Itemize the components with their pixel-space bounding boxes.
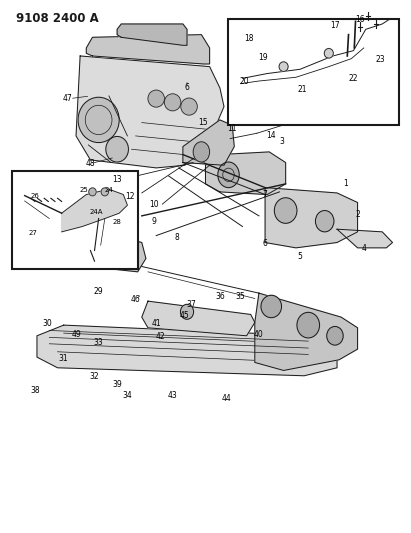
Text: 27: 27 (28, 230, 37, 236)
Ellipse shape (101, 188, 109, 196)
Text: 9108 2400 A: 9108 2400 A (16, 12, 99, 25)
Text: 25: 25 (80, 187, 89, 193)
Text: 29: 29 (94, 287, 104, 296)
Text: 41: 41 (151, 319, 161, 328)
Ellipse shape (181, 98, 197, 115)
Text: 33: 33 (94, 338, 104, 346)
Text: 47: 47 (63, 94, 73, 103)
Text: 32: 32 (90, 373, 99, 381)
Polygon shape (37, 325, 337, 376)
Text: 26: 26 (30, 192, 39, 199)
Text: 4: 4 (361, 245, 366, 253)
Text: 3: 3 (279, 137, 284, 146)
Text: 13: 13 (112, 175, 122, 184)
Text: 35: 35 (236, 293, 245, 301)
Text: 16: 16 (355, 15, 365, 24)
Polygon shape (206, 152, 286, 195)
Text: 44: 44 (221, 394, 231, 402)
Text: 22: 22 (349, 74, 358, 83)
Text: 9: 9 (152, 217, 157, 225)
Text: 6: 6 (263, 239, 268, 248)
Text: 5: 5 (298, 253, 302, 261)
Text: 20: 20 (240, 77, 249, 85)
Text: 36: 36 (215, 293, 225, 301)
Text: 2: 2 (355, 210, 360, 219)
Polygon shape (117, 24, 187, 45)
Text: 49: 49 (71, 330, 81, 338)
Ellipse shape (89, 188, 96, 196)
Polygon shape (76, 56, 224, 168)
Text: 6: 6 (185, 84, 189, 92)
Ellipse shape (148, 90, 164, 107)
Ellipse shape (274, 198, 297, 223)
Text: 14: 14 (266, 132, 276, 140)
Text: 1: 1 (343, 180, 348, 188)
Polygon shape (265, 188, 358, 248)
Ellipse shape (90, 245, 111, 267)
Polygon shape (62, 189, 127, 232)
Polygon shape (78, 237, 146, 272)
Text: 24A: 24A (90, 208, 103, 215)
Ellipse shape (324, 49, 333, 58)
Text: 30: 30 (42, 319, 52, 328)
Polygon shape (142, 301, 255, 336)
Polygon shape (337, 229, 393, 248)
Bar (228, 19, 399, 125)
Text: 48: 48 (85, 159, 95, 168)
Ellipse shape (218, 162, 239, 188)
Text: 31: 31 (59, 354, 69, 362)
Text: 12: 12 (125, 192, 134, 200)
Text: 28: 28 (113, 219, 122, 225)
Text: 43: 43 (168, 391, 178, 400)
Polygon shape (183, 120, 234, 165)
Text: 38: 38 (30, 386, 40, 394)
Text: 10: 10 (149, 200, 159, 208)
Ellipse shape (106, 136, 128, 162)
Ellipse shape (193, 142, 210, 162)
Text: 7: 7 (263, 190, 268, 199)
Ellipse shape (327, 326, 343, 345)
Text: 34: 34 (122, 391, 132, 400)
Text: 21: 21 (297, 85, 307, 93)
Text: 15: 15 (199, 118, 208, 127)
Text: 19: 19 (258, 53, 268, 61)
Text: 17: 17 (330, 21, 340, 29)
Ellipse shape (315, 211, 334, 232)
Ellipse shape (78, 98, 119, 142)
Ellipse shape (164, 94, 181, 111)
Text: 46: 46 (131, 295, 141, 304)
Ellipse shape (180, 304, 194, 319)
Ellipse shape (297, 312, 319, 338)
Polygon shape (255, 293, 358, 370)
Text: 11: 11 (227, 125, 237, 133)
Text: 18: 18 (244, 34, 254, 43)
Text: 45: 45 (180, 311, 190, 320)
Text: 40: 40 (254, 330, 264, 338)
Ellipse shape (279, 62, 288, 71)
Bar (12, 171, 138, 269)
Text: 42: 42 (155, 333, 165, 341)
Text: 8: 8 (174, 233, 179, 241)
Text: 37: 37 (186, 301, 196, 309)
Polygon shape (86, 35, 210, 64)
Text: 24: 24 (104, 187, 113, 193)
Text: 39: 39 (112, 381, 122, 389)
Text: 23: 23 (375, 55, 385, 64)
Ellipse shape (261, 295, 282, 318)
